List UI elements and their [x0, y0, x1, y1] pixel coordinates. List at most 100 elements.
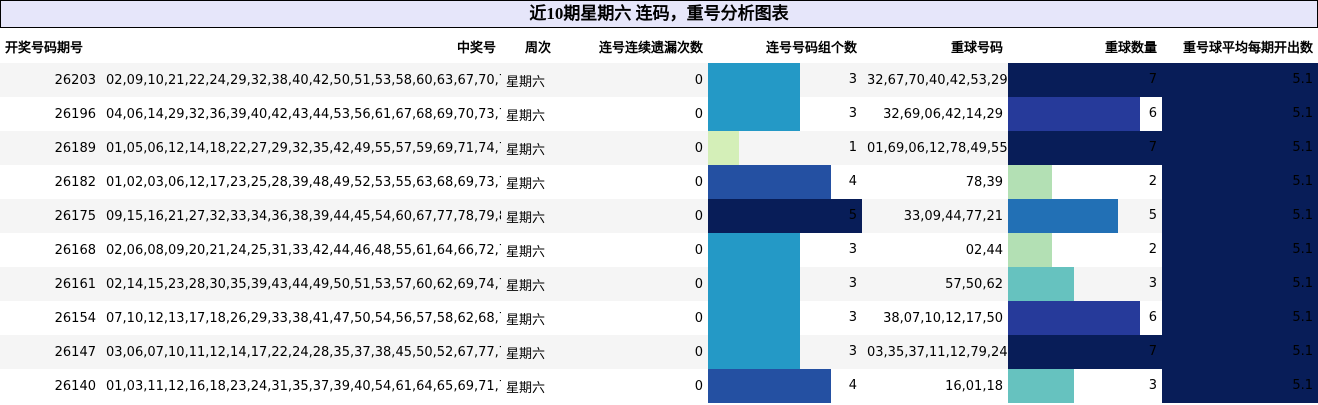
cell-issue: 26182 [0, 165, 101, 199]
cell-groups: 3 [708, 335, 862, 369]
cell-groups: 4 [708, 165, 862, 199]
cell-repeat-count: 5 [1008, 199, 1162, 233]
cell-avg: 5.1 [1162, 199, 1318, 233]
groups-value: 4 [848, 378, 857, 393]
avg-bar [1162, 369, 1318, 403]
cell-repeat-count: 7 [1008, 63, 1162, 97]
header-issue[interactable]: 开奖号码期号 [0, 29, 101, 63]
table-row: 26203 02,09,10,21,22,24,29,32,38,40,42,50… [0, 63, 1318, 97]
cell-miss: 0 [556, 335, 708, 369]
cell-miss: 0 [556, 233, 708, 267]
cell-weekday: 星期六 [501, 267, 556, 301]
cell-miss: 0 [556, 63, 708, 97]
avg-value: 5.1 [1292, 242, 1313, 257]
cell-issue: 26154 [0, 301, 101, 335]
cell-groups: 3 [708, 233, 862, 267]
groups-bar [708, 97, 801, 131]
header-repeat-numbers[interactable]: 重球号码 [862, 29, 1008, 63]
repeat-bar [1008, 301, 1140, 335]
cell-repeat-numbers: 78,39 [862, 165, 1008, 199]
table-row: 26175 09,15,16,21,27,32,33,34,36,38,39,44… [0, 199, 1318, 233]
cell-avg: 5.1 [1162, 97, 1318, 131]
cell-numbers: 07,10,12,13,17,18,26,29,33,38,41,47,50,5… [101, 301, 501, 335]
cell-weekday: 星期六 [501, 369, 556, 403]
header-miss[interactable]: 连号连续遗漏次数 [556, 29, 708, 63]
cell-issue: 26175 [0, 199, 101, 233]
repeat-bar [1008, 267, 1074, 301]
table-row: 26154 07,10,12,13,17,18,26,29,33,38,41,47… [0, 301, 1318, 335]
groups-value: 5 [848, 208, 857, 223]
cell-repeat-numbers: 03,35,37,11,12,79,24 [862, 335, 1008, 369]
groups-bar [708, 301, 801, 335]
cell-numbers: 01,03,11,12,16,18,23,24,31,35,37,39,40,5… [101, 369, 501, 403]
groups-value: 3 [848, 276, 857, 291]
table-row: 26182 01,02,03,06,12,17,23,25,28,39,48,49… [0, 165, 1318, 199]
groups-value: 3 [848, 310, 857, 325]
groups-value: 3 [848, 72, 857, 87]
header-row: 开奖号码期号 中奖号 周次 连号连续遗漏次数 连号号码组个数 重球号码 重球数量… [0, 29, 1318, 63]
avg-bar [1162, 97, 1318, 131]
cell-numbers: 04,06,14,29,32,36,39,40,42,43,44,53,56,6… [101, 97, 501, 131]
avg-value: 5.1 [1292, 106, 1313, 121]
avg-bar [1162, 131, 1318, 165]
avg-bar [1162, 301, 1318, 335]
groups-bar [708, 267, 801, 301]
header-numbers[interactable]: 中奖号 [101, 29, 501, 63]
cell-weekday: 星期六 [501, 335, 556, 369]
cell-avg: 5.1 [1162, 233, 1318, 267]
header-repeat-count[interactable]: 重球数量 [1008, 29, 1162, 63]
avg-value: 5.1 [1292, 72, 1313, 87]
avg-value: 5.1 [1292, 344, 1313, 359]
cell-numbers: 02,09,10,21,22,24,29,32,38,40,42,50,51,5… [101, 63, 501, 97]
cell-miss: 0 [556, 97, 708, 131]
cell-repeat-count: 6 [1008, 301, 1162, 335]
cell-weekday: 星期六 [501, 165, 556, 199]
repeat-bar [1008, 199, 1118, 233]
cell-issue: 26161 [0, 267, 101, 301]
repeat-value: 7 [1148, 140, 1157, 155]
repeat-bar [1008, 63, 1162, 97]
cell-weekday: 星期六 [501, 97, 556, 131]
groups-bar [708, 199, 862, 233]
cell-repeat-count: 2 [1008, 233, 1162, 267]
repeat-value: 7 [1148, 72, 1157, 87]
cell-miss: 0 [556, 199, 708, 233]
repeat-value: 3 [1148, 378, 1157, 393]
cell-repeat-numbers: 16,01,18 [862, 369, 1008, 403]
cell-repeat-numbers: 32,67,70,40,42,53,29 [862, 63, 1008, 97]
avg-value: 5.1 [1292, 310, 1313, 325]
table-row: 26189 01,05,06,12,14,18,22,27,29,32,35,42… [0, 131, 1318, 165]
cell-miss: 0 [556, 301, 708, 335]
groups-bar [708, 165, 832, 199]
groups-value: 3 [848, 344, 857, 359]
cell-repeat-numbers: 38,07,10,12,17,50 [862, 301, 1008, 335]
avg-bar [1162, 199, 1318, 233]
header-groups[interactable]: 连号号码组个数 [708, 29, 862, 63]
cell-repeat-numbers: 02,44 [862, 233, 1008, 267]
cell-weekday: 星期六 [501, 131, 556, 165]
cell-numbers: 03,06,07,10,11,12,14,17,22,24,28,35,37,3… [101, 335, 501, 369]
cell-avg: 5.1 [1162, 369, 1318, 403]
cell-repeat-count: 7 [1008, 131, 1162, 165]
repeat-bar [1008, 335, 1162, 369]
table-row: 26168 02,06,08,09,20,21,24,25,31,33,42,44… [0, 233, 1318, 267]
cell-repeat-numbers: 01,69,06,12,78,49,55 [862, 131, 1008, 165]
cell-groups: 3 [708, 301, 862, 335]
header-weekday[interactable]: 周次 [501, 29, 556, 63]
cell-groups: 1 [708, 131, 862, 165]
table-row: 26161 02,14,15,23,28,30,35,39,43,44,49,50… [0, 267, 1318, 301]
cell-groups: 5 [708, 199, 862, 233]
repeat-value: 2 [1148, 242, 1157, 257]
cell-repeat-count: 3 [1008, 267, 1162, 301]
cell-weekday: 星期六 [501, 233, 556, 267]
header-avg[interactable]: 重号球平均每期开出数 [1162, 29, 1318, 63]
groups-value: 4 [848, 174, 857, 189]
cell-repeat-numbers: 57,50,62 [862, 267, 1008, 301]
cell-repeat-numbers: 33,09,44,77,21 [862, 199, 1008, 233]
cell-miss: 0 [556, 369, 708, 403]
cell-avg: 5.1 [1162, 267, 1318, 301]
cell-avg: 5.1 [1162, 63, 1318, 97]
table-row: 26196 04,06,14,29,32,36,39,40,42,43,44,53… [0, 97, 1318, 131]
repeat-bar [1008, 233, 1052, 267]
cell-groups: 3 [708, 63, 862, 97]
